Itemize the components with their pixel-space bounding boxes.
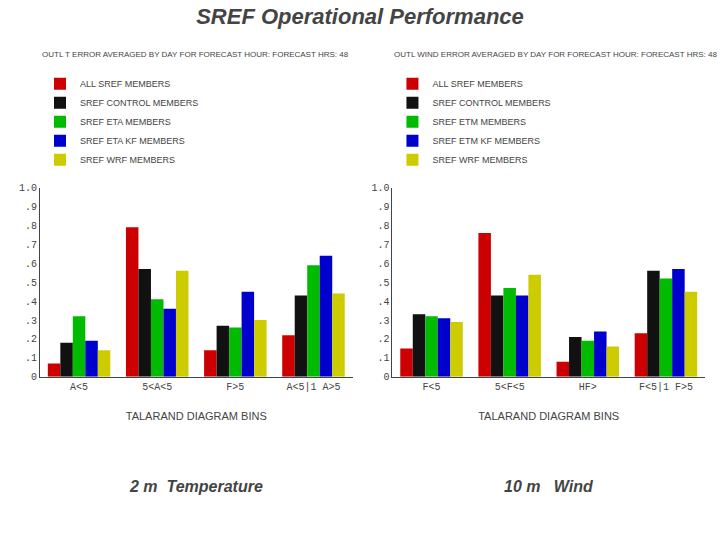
svg-text:.8: .8 bbox=[25, 221, 37, 232]
svg-text:.6: .6 bbox=[25, 259, 37, 270]
svg-text:.5: .5 bbox=[25, 278, 37, 289]
svg-text:SREF CONTROL MEMBERS: SREF CONTROL MEMBERS bbox=[432, 98, 550, 108]
svg-text:SREF ETA MEMBERS: SREF ETA MEMBERS bbox=[80, 117, 171, 127]
svg-text:5<F<5: 5<F<5 bbox=[495, 382, 525, 393]
svg-text:.8: .8 bbox=[377, 221, 389, 232]
svg-text:F>5: F>5 bbox=[226, 382, 244, 393]
svg-text:0: 0 bbox=[383, 372, 389, 383]
svg-text:F<5|1 F>5: F<5|1 F>5 bbox=[639, 382, 693, 393]
svg-text:.2: .2 bbox=[377, 334, 389, 345]
svg-text:1.0: 1.0 bbox=[371, 183, 389, 194]
svg-text:SREF ETM MEMBERS: SREF ETM MEMBERS bbox=[432, 117, 526, 127]
svg-text:10 m Wind: 10 m Wind bbox=[504, 478, 594, 495]
svg-text:TALARAND DIAGRAM BINS: TALARAND DIAGRAM BINS bbox=[478, 410, 619, 422]
svg-text:SREF ETA KF MEMBERS: SREF ETA KF MEMBERS bbox=[80, 136, 185, 146]
svg-text:A<5: A<5 bbox=[70, 382, 88, 393]
svg-text:.1: .1 bbox=[377, 353, 389, 364]
svg-text:SREF CONTROL MEMBERS: SREF CONTROL MEMBERS bbox=[80, 98, 198, 108]
svg-text:1.0: 1.0 bbox=[19, 183, 37, 194]
svg-text:.5: .5 bbox=[377, 278, 389, 289]
svg-text:OUTL T ERROR AVERAGED BY DAY F: OUTL T ERROR AVERAGED BY DAY FOR FORECAS… bbox=[42, 50, 349, 59]
svg-text:.7: .7 bbox=[377, 240, 389, 251]
svg-text:.2: .2 bbox=[25, 334, 37, 345]
svg-text:HF>: HF> bbox=[579, 382, 597, 393]
svg-text:2 m Temperature: 2 m Temperature bbox=[129, 478, 263, 495]
svg-text:.3: .3 bbox=[25, 316, 37, 327]
svg-text:.3: .3 bbox=[377, 316, 389, 327]
svg-text:A<5|1 A>5: A<5|1 A>5 bbox=[286, 382, 340, 393]
svg-text:ALL SREF MEMBERS: ALL SREF MEMBERS bbox=[432, 79, 522, 89]
svg-text:.9: .9 bbox=[377, 202, 389, 213]
svg-text:SREF Operational Performance: SREF Operational Performance bbox=[196, 4, 524, 29]
svg-text:.9: .9 bbox=[25, 202, 37, 213]
svg-text:SREF WRF MEMBERS: SREF WRF MEMBERS bbox=[80, 155, 175, 165]
svg-text:OUTL WIND ERROR AVERAGED BY DA: OUTL WIND ERROR AVERAGED BY DAY FOR FORE… bbox=[394, 50, 717, 59]
svg-text:.7: .7 bbox=[25, 240, 37, 251]
svg-text:.1: .1 bbox=[25, 353, 37, 364]
svg-text:ALL SREF MEMBERS: ALL SREF MEMBERS bbox=[80, 79, 170, 89]
svg-text:SREF WRF MEMBERS: SREF WRF MEMBERS bbox=[432, 155, 527, 165]
svg-text:0: 0 bbox=[31, 372, 37, 383]
svg-text:.6: .6 bbox=[377, 259, 389, 270]
svg-text:F<5: F<5 bbox=[423, 382, 441, 393]
svg-text:SREF ETM KF MEMBERS: SREF ETM KF MEMBERS bbox=[432, 136, 540, 146]
svg-text:5<A<5: 5<A<5 bbox=[142, 382, 172, 393]
svg-text:.4: .4 bbox=[377, 297, 389, 308]
svg-text:TALARAND DIAGRAM BINS: TALARAND DIAGRAM BINS bbox=[126, 410, 267, 422]
svg-text:.4: .4 bbox=[25, 297, 37, 308]
